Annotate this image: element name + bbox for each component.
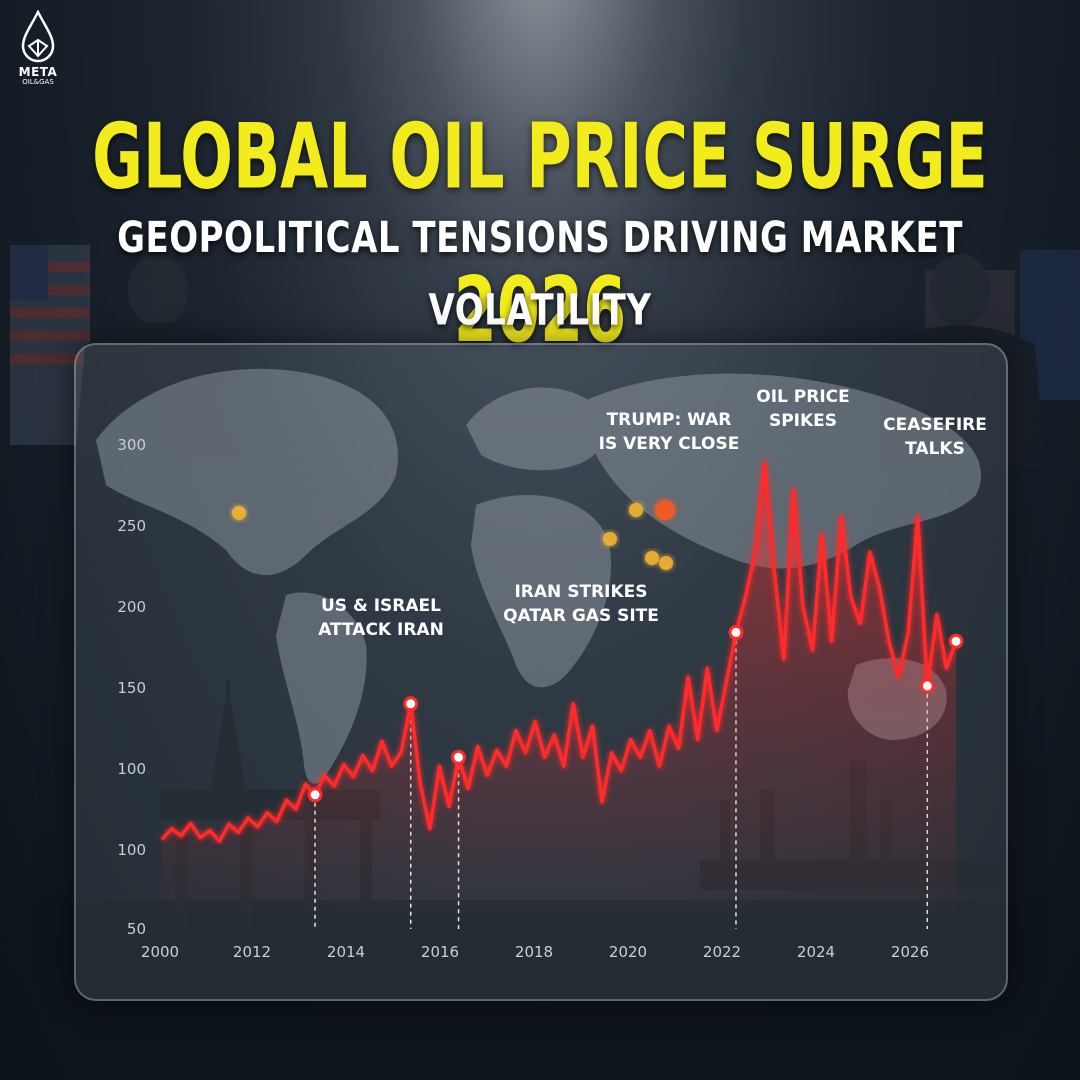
x-tick-label: 2024	[797, 943, 835, 961]
map-hotspot	[659, 556, 673, 570]
event-label: CEASEFIRE TALKS	[883, 415, 987, 459]
logo-subtext: OIL&GAS	[22, 78, 54, 86]
price-chart: 300 250 200 150 100 100 50 2000 2012 2014 2016 201…	[96, 368, 987, 961]
series-end-dot	[948, 633, 964, 649]
x-tick-label: 2016	[421, 943, 459, 961]
y-tick-label: 250	[117, 517, 146, 535]
event-dot	[451, 749, 467, 765]
brand-logo: META OIL&GAS	[12, 10, 64, 96]
page-subtitle: GEOPOLITICAL TENSIONS DRIVING MARKET VOL…	[117, 213, 963, 336]
map-hotspots	[232, 500, 675, 570]
logo-text: META	[18, 65, 58, 79]
world-map-background	[96, 368, 982, 784]
chart-panel: 300 250 200 150 100 100 50 2000 2012 2014 2016 201…	[74, 343, 1008, 1001]
event-dots	[307, 624, 964, 803]
x-tick-label: 2018	[515, 943, 553, 961]
x-tick-label: 2014	[327, 943, 365, 961]
y-axis: 300 250 200 150 100 100 50	[117, 436, 146, 938]
y-tick-label: 150	[117, 679, 146, 697]
map-hotspot	[603, 532, 617, 546]
x-axis: 2000 2012 2014 2016 2018 2020 2022 2024 2026	[141, 943, 929, 961]
x-tick-label: 2012	[233, 943, 271, 961]
map-hotspot	[655, 500, 675, 520]
event-label: IRAN STRIKES QATAR GAS SITE	[503, 582, 659, 626]
event-labels: US & ISRAEL ATTACK IRAN IRAN STRIKES QATAR …	[318, 387, 987, 640]
x-tick-label: 2026	[891, 943, 929, 961]
event-label: OIL PRICE SPIKES	[756, 387, 850, 431]
price-line	[160, 461, 958, 843]
x-tick-label: 2022	[703, 943, 741, 961]
event-label: US & ISRAEL ATTACK IRAN	[318, 596, 444, 640]
event-dot	[403, 696, 419, 712]
event-dot	[307, 787, 323, 803]
event-dot	[919, 678, 935, 694]
x-tick-label: 2000	[141, 943, 179, 961]
y-tick-label: 100	[117, 760, 146, 778]
map-hotspot	[629, 503, 643, 517]
map-hotspot	[645, 551, 659, 565]
drop-logo-icon	[21, 10, 55, 63]
y-tick-label: 300	[117, 436, 146, 454]
page-title: GLOBAL OIL PRICE SURGE 2026	[92, 103, 988, 363]
price-area-fill	[162, 462, 956, 929]
y-tick-label: 50	[127, 920, 146, 938]
event-label: TRUMP: WAR IS VERY CLOSE	[599, 410, 740, 454]
y-tick-label: 200	[117, 598, 146, 616]
map-hotspot	[232, 506, 246, 520]
event-dot	[728, 624, 744, 640]
y-tick-label: 100	[117, 841, 146, 859]
x-tick-label: 2020	[609, 943, 647, 961]
